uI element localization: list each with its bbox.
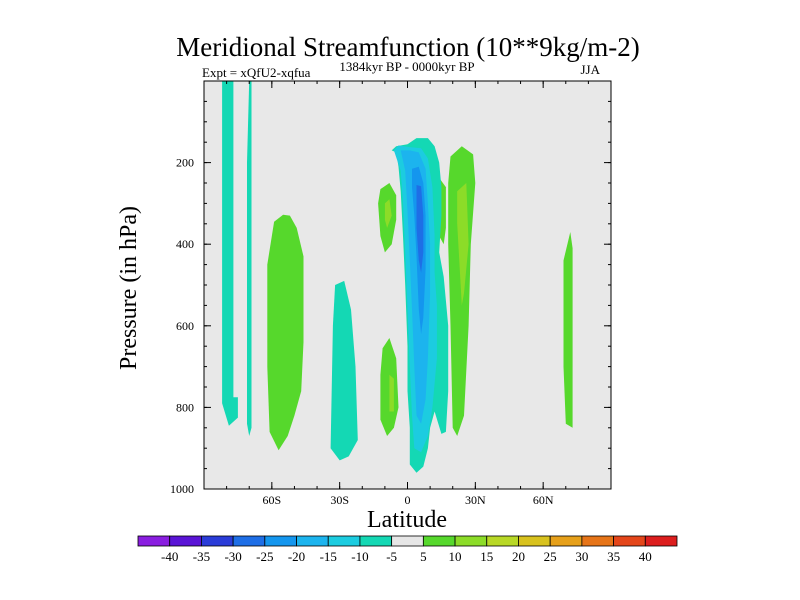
x-tick-label: 60S bbox=[262, 493, 281, 507]
colorbar-label: -40 bbox=[161, 549, 178, 564]
x-tick-label: 60N bbox=[533, 493, 554, 507]
y-tick-label: 800 bbox=[176, 400, 194, 414]
colorbar-box bbox=[422, 535, 456, 547]
colorbar bbox=[137, 535, 678, 547]
colorbar-box bbox=[486, 535, 519, 547]
colorbar-label: -20 bbox=[288, 549, 305, 564]
colorbar-box bbox=[391, 535, 424, 547]
colorbar-label: 15 bbox=[480, 549, 493, 564]
colorbar-label: -5 bbox=[386, 549, 397, 564]
colorbar-box bbox=[264, 535, 297, 547]
colorbar-label: -35 bbox=[193, 549, 210, 564]
season-label: JJA bbox=[580, 62, 600, 77]
chart-title: Meridional Streamfunction (10**9kg/m-2) bbox=[176, 32, 639, 62]
x-axis-ticks: 60S 30S 0 30N 60N bbox=[203, 81, 612, 507]
colorbar-box bbox=[518, 535, 551, 547]
x-tick-label: 30N bbox=[465, 493, 486, 507]
y-tick-label: 200 bbox=[176, 156, 194, 170]
contour-region-12 bbox=[563, 232, 573, 428]
colorbar-box bbox=[549, 535, 583, 547]
contour-region-8 bbox=[389, 374, 394, 412]
colorbar-box bbox=[201, 535, 234, 547]
x-axis-label: Latitude bbox=[367, 507, 447, 533]
x-tick-label: 30S bbox=[330, 493, 349, 507]
colorbar-label: 25 bbox=[544, 549, 557, 564]
colorbar-label: 5 bbox=[420, 549, 427, 564]
y-tick-label: 400 bbox=[176, 237, 194, 251]
colorbar-box bbox=[613, 535, 646, 547]
experiment-label: Expt = xQfU2-xqfua bbox=[202, 65, 311, 80]
colorbar-label: 40 bbox=[639, 549, 652, 564]
colorbar-box bbox=[359, 535, 393, 547]
colorbar-box bbox=[137, 535, 171, 547]
contour-region-2 bbox=[247, 81, 252, 436]
period-label: 1384kyr BP - 0000kyr BP bbox=[339, 59, 474, 74]
y-axis-ticks: 200 400 600 800 1000 bbox=[170, 80, 611, 496]
colorbar-box bbox=[327, 535, 361, 547]
colorbar-label: 30 bbox=[575, 549, 588, 564]
contour-region-17 bbox=[416, 185, 424, 273]
contour-regions bbox=[222, 81, 573, 473]
contour-region-3 bbox=[267, 214, 304, 451]
colorbar-box bbox=[644, 535, 678, 547]
colorbar-label: 35 bbox=[607, 549, 620, 564]
colorbar-label: -10 bbox=[351, 549, 368, 564]
y-axis-label: Pressure (in hPa) bbox=[116, 206, 142, 370]
y-tick-label: 1000 bbox=[170, 482, 194, 496]
contour-region-4 bbox=[330, 280, 358, 461]
colorbar-box bbox=[581, 535, 614, 547]
colorbar-box bbox=[232, 535, 266, 547]
colorbar-label: -15 bbox=[320, 549, 337, 564]
colorbar-box bbox=[169, 535, 202, 547]
colorbar-labels: -40 -35 -30 -25 -20 -15 -10 -5 5 10 15 20 25 30 35 40 bbox=[161, 549, 652, 564]
contour-region-1 bbox=[222, 81, 238, 426]
colorbar-label: -25 bbox=[256, 549, 273, 564]
colorbar-box bbox=[296, 535, 329, 547]
colorbar-label: 10 bbox=[449, 549, 462, 564]
x-tick-label: 0 bbox=[405, 493, 411, 507]
contour-region-10 bbox=[457, 183, 469, 306]
colorbar-box bbox=[454, 535, 488, 547]
contour-region-6 bbox=[384, 199, 392, 228]
colorbar-label: 20 bbox=[512, 549, 525, 564]
colorbar-label: -30 bbox=[224, 549, 241, 564]
y-tick-label: 600 bbox=[176, 319, 194, 333]
